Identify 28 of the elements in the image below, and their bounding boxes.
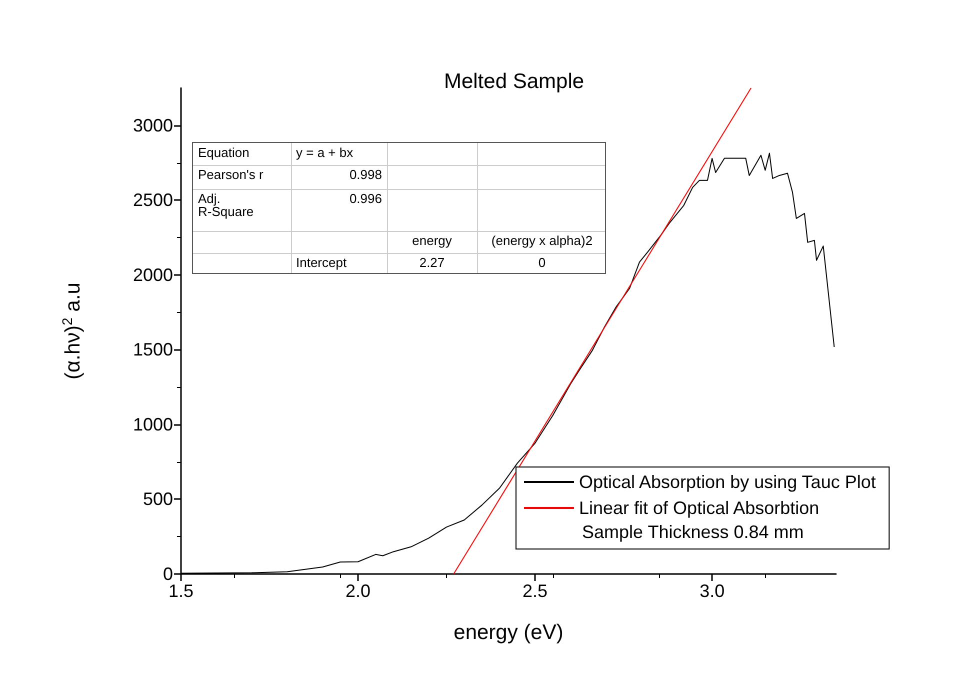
y-tick-label: 1000	[132, 414, 173, 434]
y-axis-title: (α.hν)2 a.u	[59, 282, 84, 380]
y-tick-label: 3000	[132, 115, 173, 136]
annotation: Intercept	[296, 255, 348, 270]
x-tick-label: 2.0	[346, 581, 371, 601]
annotation: Equation	[198, 145, 250, 160]
annotation: (energy x alpha)2	[490, 233, 594, 248]
annotation: Pearson's r	[198, 167, 264, 182]
legend-label: Optical Absorption by using Tauc Plot	[579, 472, 876, 492]
y-tick-label: 2500	[132, 190, 173, 210]
x-axis-title: energy (eV)	[454, 621, 564, 644]
annotation: 2.27	[418, 255, 446, 270]
chart-title: Melted Sample	[444, 70, 584, 93]
annotation: y = a + bx	[296, 145, 354, 160]
annotation: 0	[537, 255, 547, 270]
y-tick-label: 2000	[132, 264, 173, 285]
annotation: Adj. R-Square	[198, 191, 255, 219]
y-tick-label: 500	[142, 489, 173, 510]
annotation: energy	[411, 233, 453, 248]
x-tick-label: 1.5	[168, 581, 194, 601]
annotation: 0.996	[348, 191, 382, 206]
annotation: 0.998	[348, 167, 382, 182]
x-tick-label: 3.0	[700, 581, 725, 601]
y-tick-label: 1500	[132, 340, 173, 360]
annotation: Sample Thickness 0.84 mm	[582, 522, 804, 542]
x-tick-label: 2.5	[522, 581, 548, 601]
y-tick-label: 0	[162, 564, 173, 584]
legend-label: Linear fit of Optical Absorbtion	[579, 498, 820, 518]
